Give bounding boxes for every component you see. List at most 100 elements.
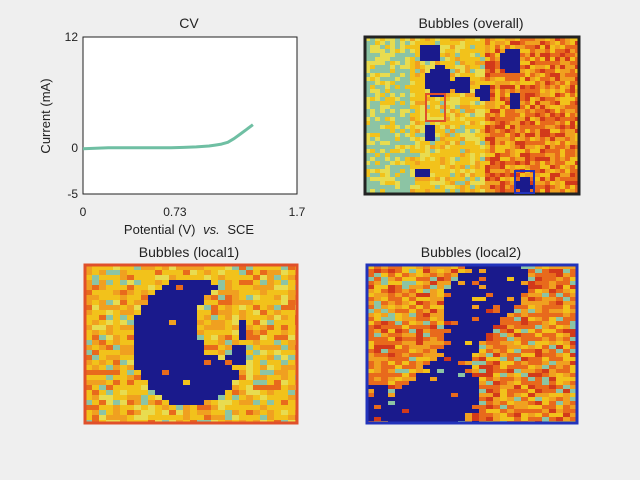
heatmap-cell (460, 141, 466, 146)
heatmap-cell (385, 113, 391, 118)
heatmap-cell (525, 45, 531, 50)
heatmap-cell (465, 169, 471, 174)
heatmap-cell (545, 45, 551, 50)
heatmap-cell (465, 77, 471, 82)
heatmap-cell (528, 341, 536, 346)
heatmap-cell (560, 69, 566, 74)
heatmap-cell (458, 297, 466, 302)
heatmap-cell (183, 315, 191, 321)
heatmap-cell (521, 393, 529, 398)
heatmap-cell (374, 277, 382, 282)
heatmap-cell (183, 375, 191, 381)
heatmap-cell (520, 165, 526, 170)
heatmap-cell (550, 41, 556, 46)
heatmap-cell (570, 273, 578, 278)
heatmap-cell (570, 85, 576, 90)
bubbles-local2-title: Bubbles (local2) (421, 244, 521, 260)
heatmap-cell (409, 269, 417, 274)
heatmap-cell (375, 133, 381, 138)
heatmap-cell (232, 345, 240, 351)
heatmap-cell (367, 409, 375, 414)
heatmap-cell (440, 165, 446, 170)
heatmap-cell (385, 173, 391, 178)
heatmap-cell (485, 149, 491, 154)
heatmap-cell (500, 173, 506, 178)
heatmap-cell (225, 405, 233, 411)
heatmap-cell (515, 165, 521, 170)
heatmap-cell (525, 149, 531, 154)
heatmap-cell (465, 153, 471, 158)
heatmap-cell (420, 173, 426, 178)
heatmap-cell (451, 349, 459, 354)
heatmap-cell (416, 285, 424, 290)
heatmap-cell (415, 93, 421, 98)
heatmap-cell (493, 301, 501, 306)
heatmap-cell (549, 333, 557, 338)
heatmap-cell (550, 93, 556, 98)
heatmap-cell (395, 93, 401, 98)
heatmap-cell (455, 73, 461, 78)
heatmap-cell (113, 330, 121, 336)
heatmap-cell (204, 300, 212, 306)
heatmap-cell (365, 165, 371, 170)
heatmap-cell (472, 317, 480, 322)
heatmap-cell (127, 275, 135, 281)
heatmap-cell (430, 321, 438, 326)
heatmap-cell (410, 97, 416, 102)
heatmap-cell (388, 341, 396, 346)
heatmap-cell (472, 289, 480, 294)
heatmap-cell (365, 149, 371, 154)
heatmap-cell (495, 145, 501, 150)
heatmap-cell (388, 269, 396, 274)
heatmap-cell (85, 335, 93, 341)
heatmap-cell (575, 77, 580, 82)
heatmap-cell (445, 61, 451, 66)
heatmap-cell (120, 365, 128, 371)
heatmap-cell (470, 189, 476, 194)
heatmap-cell (440, 189, 446, 194)
heatmap-cell (120, 295, 128, 301)
heatmap-cell (521, 389, 529, 394)
heatmap-cell (510, 185, 516, 190)
heatmap-cell (395, 325, 403, 330)
heatmap-cell (367, 349, 375, 354)
heatmap-cell (113, 360, 121, 366)
heatmap-cell (435, 89, 441, 94)
heatmap-cell (563, 361, 571, 366)
heatmap-cell (514, 393, 522, 398)
heatmap-cell (415, 57, 421, 62)
heatmap-cell (530, 113, 536, 118)
heatmap-cell (555, 185, 561, 190)
heatmap-cell (405, 97, 411, 102)
heatmap-cell (485, 129, 491, 134)
heatmap-cell (510, 169, 516, 174)
heatmap-cell (402, 269, 410, 274)
heatmap-cell (570, 157, 576, 162)
heatmap-cell (450, 165, 456, 170)
heatmap-cell (565, 169, 571, 174)
heatmap-cell (288, 380, 296, 386)
cv-xtick-label: 0 (80, 205, 87, 219)
heatmap-cell (430, 41, 436, 46)
heatmap-cell (425, 53, 431, 58)
heatmap-cell (402, 341, 410, 346)
heatmap-cell (514, 293, 522, 298)
heatmap-cell (176, 400, 184, 406)
heatmap-cell (430, 337, 438, 342)
heatmap-cell (425, 125, 431, 130)
heatmap-cell (565, 49, 571, 54)
heatmap-cell (435, 121, 441, 126)
heatmap-cell (381, 305, 389, 310)
heatmap-cell (470, 97, 476, 102)
heatmap-cell (528, 385, 536, 390)
heatmap-cell (555, 149, 561, 154)
heatmap-cell (480, 109, 486, 114)
heatmap-cell (535, 45, 541, 50)
heatmap-cell (460, 145, 466, 150)
heatmap-cell (260, 370, 268, 376)
heatmap-cell (563, 329, 571, 334)
heatmap-cell (486, 353, 494, 358)
heatmap-cell (367, 321, 375, 326)
heatmap-cell (485, 65, 491, 70)
heatmap-cell (495, 53, 501, 58)
